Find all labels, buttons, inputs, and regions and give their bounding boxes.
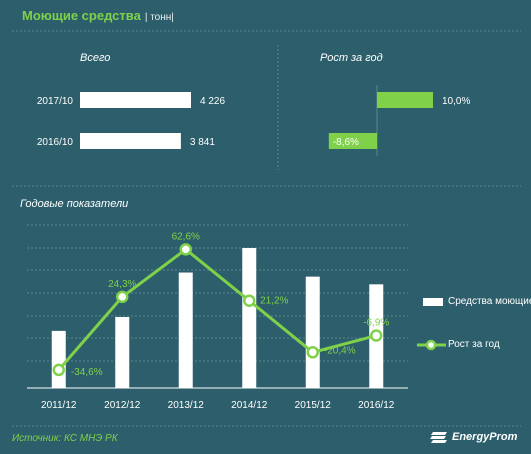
growth-point (243, 294, 256, 307)
growth-point-label: -20,4% (324, 345, 356, 356)
annual-category-label: 2011/12 (41, 400, 77, 411)
legend-point-swatch (425, 339, 437, 351)
growth-bar (377, 92, 433, 108)
annual-bar-value-label: 2 749,0 (55, 334, 66, 368)
title-text: Моющие средства (22, 8, 141, 23)
total-bar (80, 92, 191, 108)
annual-category-label: 2013/12 (168, 400, 205, 411)
annual-header: Годовые показатели (20, 198, 129, 210)
energyprom-logo: EnergyProm (430, 430, 517, 444)
source-note: Источник: КС МНЭ РК (12, 433, 118, 444)
growth-point (306, 346, 319, 359)
growth-line (57, 247, 377, 371)
growth-point-label: -34,6% (71, 367, 103, 378)
growth-point (116, 290, 129, 304)
legend-line-label: Рост за год (448, 339, 500, 350)
legend-bars-label: Средства моющие (448, 296, 531, 307)
annual-category-label: 2014/12 (231, 400, 268, 411)
growth-value-label: -8,6% (333, 137, 359, 148)
annual-bar-value-label: 5 558,0 (182, 276, 193, 310)
growth-point-label: 24,3% (108, 279, 136, 290)
annual-bar-value-label: 6 739,0 (245, 252, 256, 286)
total-value-label: 3 841 (190, 137, 215, 148)
total-category-label: 2016/10 (37, 137, 74, 148)
annual-bar-value-label: 4 991,0 (372, 288, 383, 322)
total-value-label: 4 226 (200, 96, 225, 107)
growth-header: Рост за год (320, 52, 383, 64)
annual-bar (115, 316, 130, 388)
logo-icon (430, 432, 447, 443)
annual-bar-value-label: 5 361,0 (309, 280, 320, 314)
growth-point (370, 329, 383, 342)
unit-label: | тонн| (144, 12, 174, 23)
annual-category-label: 2016/12 (358, 400, 395, 411)
growth-point-label: -6,9% (363, 318, 389, 329)
growth-point-label: 21,2% (260, 296, 288, 307)
annual-category-label: 2012/12 (104, 400, 141, 411)
annual-bar (242, 248, 257, 388)
growth-point (179, 243, 192, 256)
growth-value-label: 10,0% (442, 96, 470, 107)
growth-point (52, 363, 65, 377)
annual-category-label: 2015/12 (295, 400, 332, 411)
annual-bar (305, 276, 320, 388)
total-header: Всего (80, 52, 111, 64)
total-bar (80, 133, 181, 149)
annual-bar (178, 272, 193, 388)
legend-bar-swatch (423, 298, 443, 306)
growth-point-label: 62,6% (172, 231, 200, 242)
page-title: Моющие средства | тонн| (22, 8, 174, 23)
annual-bar-value-label: 3 418,0 (118, 321, 129, 355)
total-category-label: 2017/10 (37, 96, 74, 107)
growth-bar (328, 133, 377, 149)
logo-text: EnergyProm (452, 431, 518, 443)
